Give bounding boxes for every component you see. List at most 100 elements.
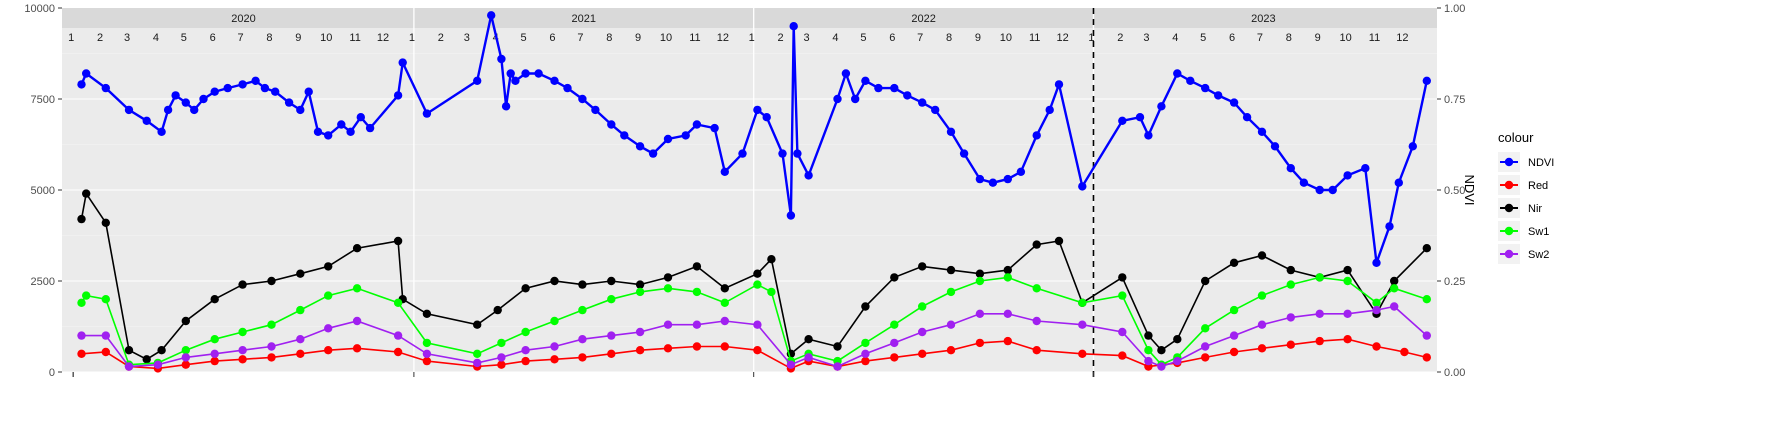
data-point-ndvi [851,94,860,104]
data-point-nir [578,280,587,289]
data-point-sw1 [692,287,702,297]
data-point-sw1 [946,287,956,297]
data-point-ndvi [550,76,559,86]
data-point-sw1 [521,327,530,337]
data-point-sw2 [1390,302,1399,311]
y2-tick-label: 0.75 [1444,94,1465,106]
data-point-nir [1144,331,1153,340]
data-point-sw2 [833,362,842,371]
data-point-sw1 [890,320,899,329]
y2-tick-label: 0.00 [1444,367,1465,379]
month-label: 3 [124,32,130,44]
data-point-sw2 [1032,316,1041,326]
data-point-ndvi [1032,131,1041,140]
y2-tick-label: 1.00 [1444,3,1465,15]
data-point-sw1 [1144,346,1153,355]
data-point-red [946,346,956,355]
data-point-ndvi [1394,178,1404,187]
data-point-nir [692,262,702,271]
data-point-sw1 [82,291,91,300]
data-point-ndvi [1157,102,1166,111]
data-point-sw2 [550,342,559,351]
month-label: 8 [946,32,952,44]
data-point-ndvi [710,123,719,133]
data-point-nir [635,280,645,289]
data-point-red [77,349,86,358]
data-point-sw1 [1315,273,1324,282]
data-point-nir [890,273,899,282]
data-point-ndvi [1144,131,1153,140]
y-tick-label: 2500 [31,276,55,288]
data-point-sw2 [861,349,870,358]
data-point-sw2 [1372,305,1381,315]
axes: 0 2500 5000 7500 10000 0.00 0.25 0.50 0.75 1.00 ND… [24,3,1477,379]
month-label: 6 [549,32,555,44]
month-label: 2 [1117,32,1123,44]
data-point-sw2 [1422,331,1432,340]
series-line-ndvi [80,15,1428,264]
data-point-red [1286,340,1296,349]
month-label: 9 [1315,32,1321,44]
data-point-sw1 [720,298,729,307]
data-point-ndvi [1078,182,1087,191]
data-point-ndvi [171,91,180,100]
data-point-red [1257,344,1267,353]
data-point-red [890,353,899,362]
month-label: 7 [917,32,923,44]
data-point-sw1 [1201,324,1210,333]
data-point-red [1400,347,1409,357]
data-point-sw2 [804,353,813,362]
legend-item-sw2: Sw2 [1528,249,1549,261]
month-label: 3 [1143,32,1149,44]
data-point-ndvi [1372,258,1381,267]
data-point-ndvi [271,87,280,96]
month-label: 2 [438,32,444,44]
data-point-nir [861,302,870,311]
data-point-ndvi [931,105,940,115]
data-point-red [753,346,762,355]
data-point-sw1 [1343,276,1352,286]
data-point-nir [1257,251,1267,260]
data-point-sw2 [720,316,729,326]
data-point-ndvi [1257,127,1267,136]
data-point-ndvi [1315,185,1324,195]
data-point-nir [720,284,729,293]
y-tick-label: 7500 [31,94,55,106]
data-point-ndvi [142,116,151,126]
data-point-sw2 [607,331,616,340]
month-label: 12 [377,32,389,44]
data-point-red [210,356,219,366]
data-point-sw2 [473,358,482,368]
year-strip-label: 2020 [231,13,255,25]
data-point-sw2 [101,331,111,340]
data-point-ndvi [833,94,842,104]
data-point-red [663,344,673,353]
data-point-ndvi [890,83,899,93]
data-point-sw1 [1078,298,1087,307]
data-point-sw1 [1286,280,1296,289]
data-point-nir [1229,258,1239,267]
data-point-sw1 [77,298,86,307]
data-point-red [1078,349,1087,358]
data-point-sw2 [663,320,673,329]
data-point-sw1 [578,305,587,315]
data-point-nir [975,269,985,278]
year-strip-label: 2021 [572,13,596,25]
data-point-ndvi [1201,83,1210,93]
month-label: 8 [606,32,612,44]
month-label: 5 [181,32,187,44]
data-point-nir [324,262,333,271]
series-line-sw1 [80,276,1428,366]
data-point-red [607,349,616,358]
legend-key-point [1504,226,1514,236]
data-point-sw1 [473,349,482,358]
data-point-nir [1173,335,1182,344]
data-point-sw2 [1286,313,1296,322]
data-point-ndvi [1173,69,1182,78]
legend-key-point [1504,157,1514,167]
data-point-nir [1118,273,1127,282]
data-point-ndvi [841,69,851,78]
data-point-ndvi [511,76,520,86]
data-point-ndvi [1286,164,1296,173]
